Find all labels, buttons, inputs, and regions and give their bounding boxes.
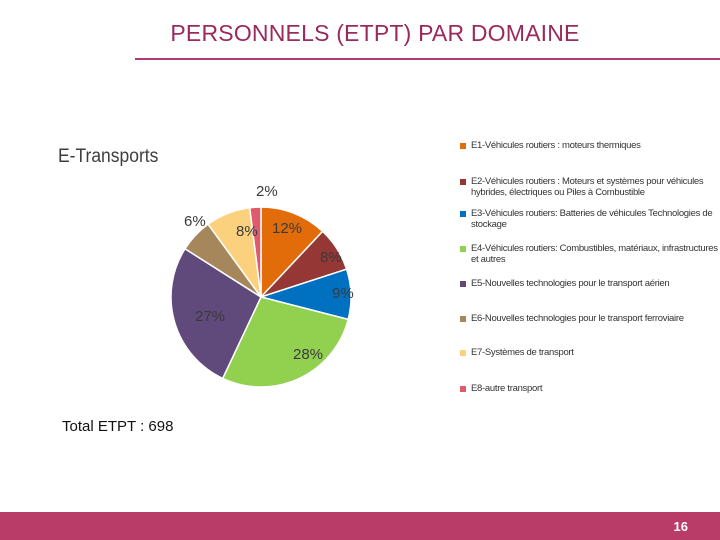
slice-label-e8: 2% [256, 183, 278, 200]
slice-label-e2: 8% [320, 249, 342, 266]
title-underline [135, 58, 720, 60]
pie-slice-e8 [248, 206, 262, 298]
legend-label: E5-Nouvelles technologies pour le transp… [471, 278, 670, 289]
legend-swatch [460, 211, 466, 217]
slice-label-e1: 12% [272, 220, 302, 237]
pie-chart: 12% 8% 9% 28% 27% 6% 8% 2% [170, 183, 354, 388]
legend-label: E7-Systèmes de transport [471, 347, 574, 358]
chart-panel [50, 130, 720, 402]
legend-swatch [460, 179, 466, 185]
legend-swatch [460, 246, 466, 252]
total-etpt-label: Total ETPT : 698 [62, 418, 174, 435]
slice-label-e5: 27% [195, 308, 225, 325]
page-number: 16 [673, 519, 688, 534]
legend-label: E1-Véhicules routiers : moteurs thermiqu… [471, 140, 641, 151]
legend-swatch [460, 316, 466, 322]
slide-title: PERSONNELS (ETPT) PAR DOMAINE [170, 20, 580, 46]
slice-label-e3: 9% [332, 285, 354, 302]
legend-label: E2-Véhicules routiers : Moteurs et systè… [471, 176, 704, 198]
footer-bar: 16 [0, 512, 720, 540]
legend-swatch [460, 281, 466, 287]
legend-label: E4-Véhicules routiers: Combustibles, mat… [471, 243, 718, 265]
legend-swatch [460, 350, 466, 356]
slice-label-e4: 28% [293, 346, 323, 363]
slice-label-e7: 8% [236, 223, 258, 240]
pie-slice-e4 [221, 296, 350, 388]
legend-label: E6-Nouvelles technologies pour le transp… [471, 313, 684, 324]
legend-swatch [460, 386, 466, 392]
pie-slice-e1 [260, 206, 324, 299]
legend-swatch [460, 143, 466, 149]
chart-title: E-Transports [58, 146, 159, 167]
pie-slice-e5 [170, 247, 262, 380]
slice-label-e6: 6% [184, 213, 206, 230]
legend-label: E8-autre transport [471, 383, 543, 394]
legend-label: E3-Véhicules routiers: Batteries de véhi… [471, 208, 713, 230]
